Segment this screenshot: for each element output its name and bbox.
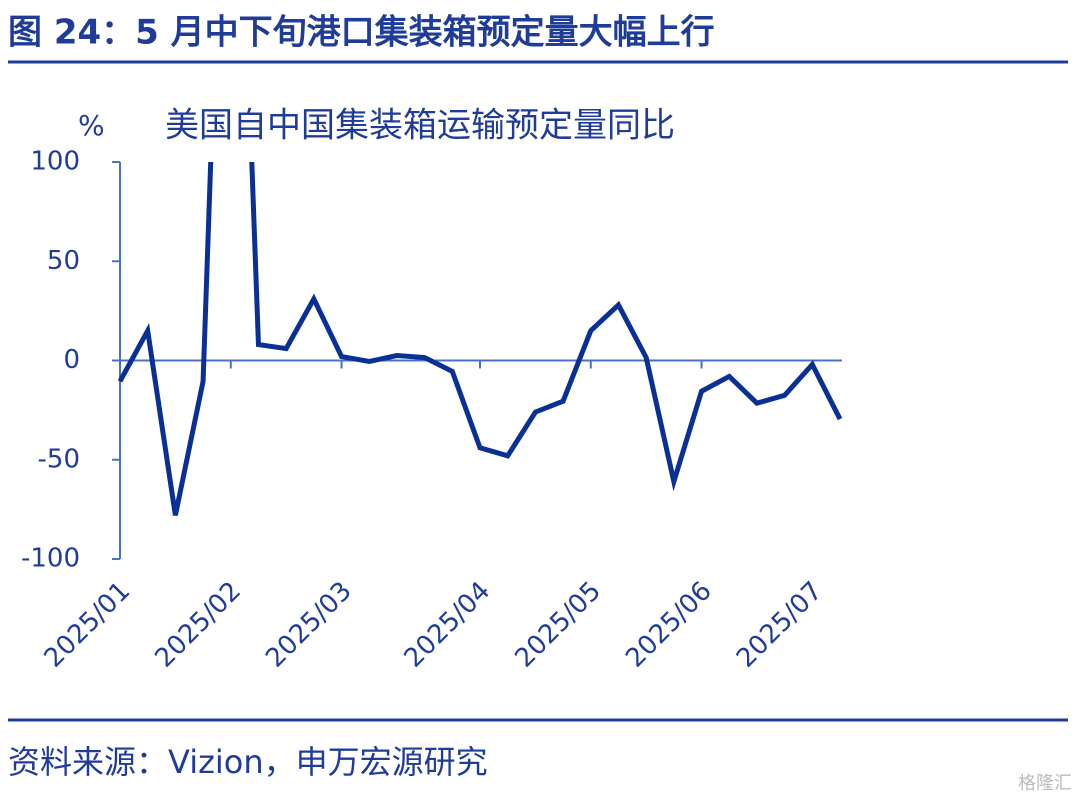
x-tick-label: 2025/02 — [149, 576, 247, 674]
x-tick-label: 2025/03 — [260, 576, 358, 674]
source: 资料来源：Vizion，申万宏源研究 — [8, 743, 488, 781]
y-tick-label: -50 — [38, 444, 80, 474]
watermark: 格隆汇 — [1018, 773, 1072, 794]
x-tick-label: 2025/05 — [509, 576, 607, 674]
x-tick-label: 2025/06 — [620, 576, 718, 674]
y-unit: % — [78, 109, 105, 142]
figure-title: 图 24：5 月中下旬港口集装箱预定量大幅上行 — [8, 13, 715, 53]
x-tick-label: 2025/01 — [39, 576, 137, 674]
y-tick-label: 0 — [63, 345, 80, 375]
y-tick-label: -100 — [21, 544, 80, 574]
x-tick-label: 2025/07 — [731, 576, 829, 674]
y-tick-label: 100 — [30, 147, 80, 177]
x-tick-label: 2025/04 — [399, 576, 497, 674]
y-tick-label: 50 — [47, 246, 80, 276]
data-line — [117, 162, 843, 516]
chart-title: 美国自中国集装箱运输预定量同比 — [165, 106, 675, 146]
